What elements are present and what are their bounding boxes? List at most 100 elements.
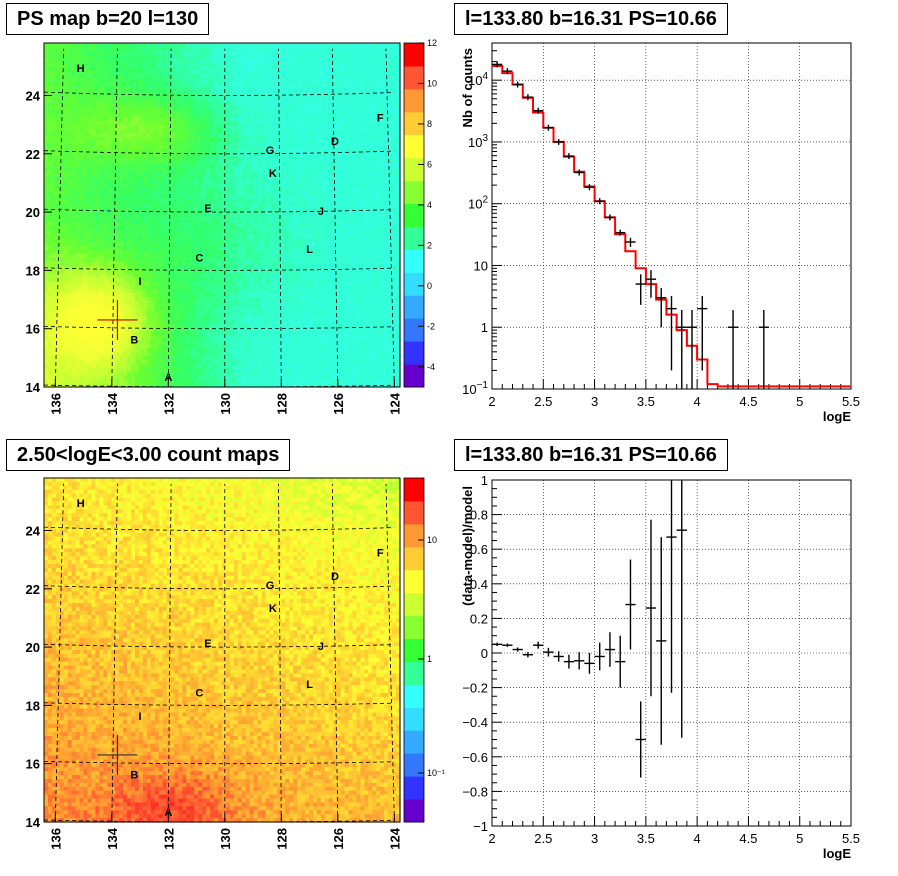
heatmap-cell — [396, 242, 401, 247]
heatmap-cell — [198, 109, 203, 114]
heatmap-cell — [142, 179, 148, 185]
heatmap-cell — [210, 46, 215, 52]
heatmap-cell — [87, 152, 93, 157]
heatmap-cell — [316, 93, 322, 99]
heatmap-cell — [166, 234, 172, 240]
heatmap-cell — [210, 136, 215, 142]
heatmap-cell — [273, 62, 278, 68]
heatmap-cell — [134, 74, 140, 79]
heatmap-cell — [257, 238, 263, 243]
heatmap-cell — [178, 78, 184, 83]
heatmap-cell — [134, 101, 140, 107]
heatmap-cell — [356, 58, 362, 64]
heatmap-cell — [107, 43, 112, 48]
heatmap-cell — [178, 195, 184, 200]
heatmap-cell — [273, 246, 278, 251]
heatmap-cell — [273, 70, 278, 75]
heatmap-cell — [47, 89, 53, 95]
heatmap-cell — [214, 82, 219, 87]
heatmap-cell — [225, 250, 231, 255]
heatmap-cell — [103, 226, 108, 232]
heatmap-cell — [99, 246, 104, 251]
heatmap-cell — [119, 254, 124, 259]
heatmap-cell — [372, 46, 377, 52]
heatmap-cell — [150, 105, 156, 111]
heatmap-cell — [71, 62, 77, 68]
heatmap-cell — [138, 187, 144, 193]
heatmap-cell — [55, 129, 61, 134]
heatmap-cell — [257, 234, 263, 240]
heatmap-cell — [328, 152, 334, 157]
heatmap-cell — [352, 105, 358, 111]
heatmap-cell — [352, 140, 358, 146]
heatmap-cell — [273, 105, 278, 111]
heatmap-cell — [277, 238, 282, 243]
heatmap-cell — [301, 43, 306, 48]
heatmap-cell — [384, 43, 389, 48]
heatmap-cell — [95, 70, 100, 75]
heatmap-cell — [75, 46, 81, 52]
heatmap-cell — [202, 195, 207, 200]
heatmap-cell — [312, 129, 318, 134]
heatmap-cell — [392, 187, 397, 193]
heatmap-cell — [344, 195, 350, 200]
heatmap-cell — [131, 179, 136, 185]
heatmap-cell — [285, 230, 290, 236]
heatmap-cell — [249, 203, 255, 208]
heatmap-cell — [265, 82, 271, 87]
heatmap-cell — [83, 203, 89, 208]
heatmap-cell — [245, 195, 251, 200]
heatmap-cell — [257, 113, 263, 118]
heatmap-cell — [206, 62, 211, 68]
heatmap-cell — [324, 148, 330, 154]
heatmap-cell — [249, 129, 255, 134]
heatmap-cell — [269, 125, 275, 130]
heatmap-cell — [194, 78, 199, 83]
heatmap-cell — [107, 125, 112, 130]
heatmap-cell — [162, 78, 168, 83]
heatmap-cell — [396, 191, 401, 197]
heatmap-cell — [123, 129, 128, 134]
heatmap-cell — [269, 175, 275, 181]
heatmap-cell — [222, 152, 227, 157]
heatmap-cell — [162, 226, 168, 232]
heatmap-cell — [178, 97, 184, 103]
heatmap-cell — [277, 46, 282, 52]
heatmap-cell — [63, 211, 69, 216]
heatmap-cell — [293, 238, 298, 243]
heatmap-cell — [388, 195, 393, 200]
heatmap-cell — [119, 140, 124, 146]
heatmap-cell — [214, 156, 219, 161]
heatmap-cell — [281, 199, 286, 204]
heatmap-cell — [194, 211, 199, 216]
heatmap-cell — [261, 152, 267, 157]
heatmap-cell — [229, 207, 235, 212]
heatmap-cell — [297, 46, 302, 52]
heatmap-cell — [218, 175, 223, 181]
heatmap-cell — [273, 199, 278, 204]
heatmap-cell — [340, 58, 346, 64]
heatmap-cell — [233, 250, 239, 255]
heatmap-cell — [71, 140, 77, 146]
heatmap-cell — [253, 218, 259, 224]
heatmap-cell — [384, 230, 389, 236]
heatmap-cell — [316, 43, 322, 48]
heatmap-cell — [324, 74, 330, 79]
heatmap-cell — [241, 152, 247, 157]
heatmap-cell — [210, 101, 215, 107]
heatmap-cell — [190, 199, 195, 204]
heatmap-cell — [142, 125, 148, 130]
heatmap-cell — [71, 148, 77, 154]
heatmap-cell — [210, 218, 215, 224]
heatmap-cell — [225, 156, 231, 161]
heatmap-cell — [320, 101, 326, 107]
heatmap-cell — [233, 46, 239, 52]
heatmap-cell — [44, 246, 49, 251]
heatmap-cell — [396, 113, 401, 118]
heatmap-cell — [273, 132, 278, 138]
heatmap-cell — [261, 230, 267, 236]
heatmap-cell — [376, 238, 381, 243]
heatmap-cell — [206, 129, 211, 134]
heatmap-cell — [154, 117, 160, 122]
heatmap-cell — [79, 238, 85, 243]
